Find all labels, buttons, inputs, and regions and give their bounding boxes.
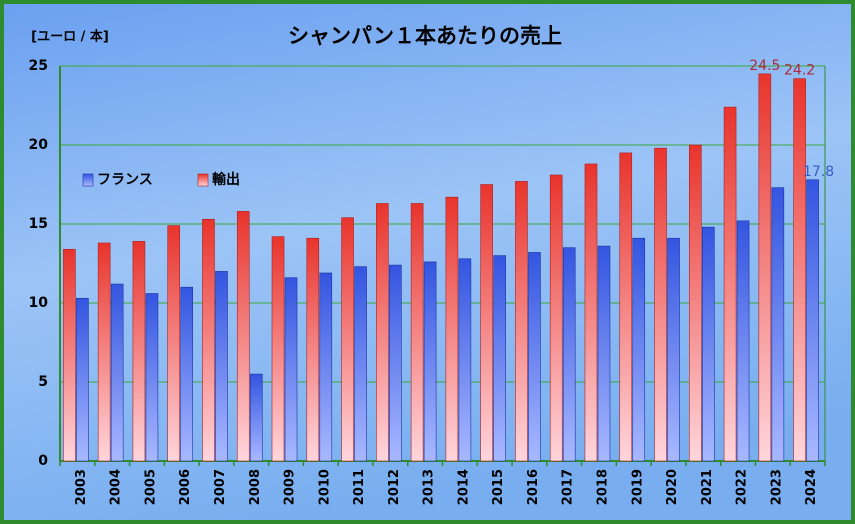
y-tick-label: 0 <box>38 453 48 469</box>
bar <box>562 247 576 462</box>
bar <box>758 73 772 462</box>
legend-label: 輸出 <box>212 171 240 188</box>
data-label: 24.2 <box>784 63 815 79</box>
bar <box>458 258 472 462</box>
bar <box>667 237 680 462</box>
y-tick-label: 10 <box>29 295 49 311</box>
x-tick-label: 2021 <box>700 469 715 505</box>
x-tick-label: 2017 <box>561 469 576 505</box>
bar <box>215 271 228 462</box>
x-tick-label: 2018 <box>595 469 610 505</box>
bar <box>584 163 598 462</box>
x-tick-label: 2015 <box>491 469 506 505</box>
y-tick-label: 25 <box>29 58 48 74</box>
x-tick-label: 2003 <box>74 469 89 505</box>
bar <box>63 248 76 462</box>
x-tick-label: 2011 <box>352 469 367 505</box>
x-tick-label: 2010 <box>317 469 332 505</box>
bar <box>202 218 215 462</box>
bar <box>632 237 646 462</box>
bar <box>515 181 528 462</box>
y-axis-label: [ユーロ / 本] <box>31 29 109 45</box>
x-tick-label: 2014 <box>456 469 471 505</box>
bar <box>389 264 402 462</box>
legend-swatch <box>197 173 209 187</box>
bar <box>528 252 541 462</box>
bar <box>376 203 389 462</box>
bar <box>319 272 333 462</box>
bar <box>771 187 785 462</box>
bar <box>97 242 111 462</box>
y-tick-label: 15 <box>29 216 48 232</box>
bar <box>701 226 715 462</box>
bar <box>180 286 194 462</box>
y-tick-label: 20 <box>29 137 49 153</box>
chart-title: シャンパン１本あたりの売上 <box>288 24 562 48</box>
bar <box>132 241 146 462</box>
x-tick-label: 2020 <box>665 469 680 505</box>
bar <box>654 147 667 462</box>
bar <box>549 174 563 462</box>
x-tick-label: 2004 <box>109 469 124 505</box>
x-tick-label: 2009 <box>283 469 298 505</box>
x-tick-label: 2022 <box>735 469 750 505</box>
bar <box>423 261 437 462</box>
bar <box>76 297 89 462</box>
bar <box>249 373 263 462</box>
x-tick-label: 2012 <box>387 469 402 505</box>
bar <box>284 277 298 462</box>
bar <box>236 211 250 462</box>
bar <box>445 196 459 462</box>
y-tick-label: 5 <box>38 374 48 390</box>
data-label: 17.8 <box>803 164 834 180</box>
x-tick-label: 2019 <box>630 469 645 505</box>
x-tick-label: 2005 <box>143 469 158 505</box>
bar <box>145 293 159 462</box>
x-tick-label: 2008 <box>248 469 263 505</box>
x-tick-label: 2024 <box>804 469 819 505</box>
x-tick-label: 2006 <box>178 469 193 505</box>
legend-swatch <box>82 173 94 187</box>
x-tick-label: 2007 <box>213 469 228 505</box>
bar <box>341 217 354 462</box>
bar <box>354 266 367 462</box>
bar <box>806 179 819 462</box>
bar <box>736 220 750 462</box>
bar <box>110 283 124 462</box>
bar <box>493 255 506 462</box>
bar <box>597 245 611 462</box>
bar <box>306 237 320 462</box>
data-label: 24.5 <box>749 58 780 74</box>
x-tick-label: 2023 <box>769 469 784 505</box>
legend-label: フランス <box>97 172 153 188</box>
bar <box>167 225 181 462</box>
bar <box>271 236 285 462</box>
bar <box>688 144 702 462</box>
bar <box>619 152 633 462</box>
bar <box>480 184 493 462</box>
x-tick-label: 2016 <box>526 469 541 505</box>
bar <box>410 203 424 462</box>
x-tick-label: 2013 <box>422 469 437 505</box>
bar <box>793 78 806 462</box>
bar <box>723 106 737 462</box>
